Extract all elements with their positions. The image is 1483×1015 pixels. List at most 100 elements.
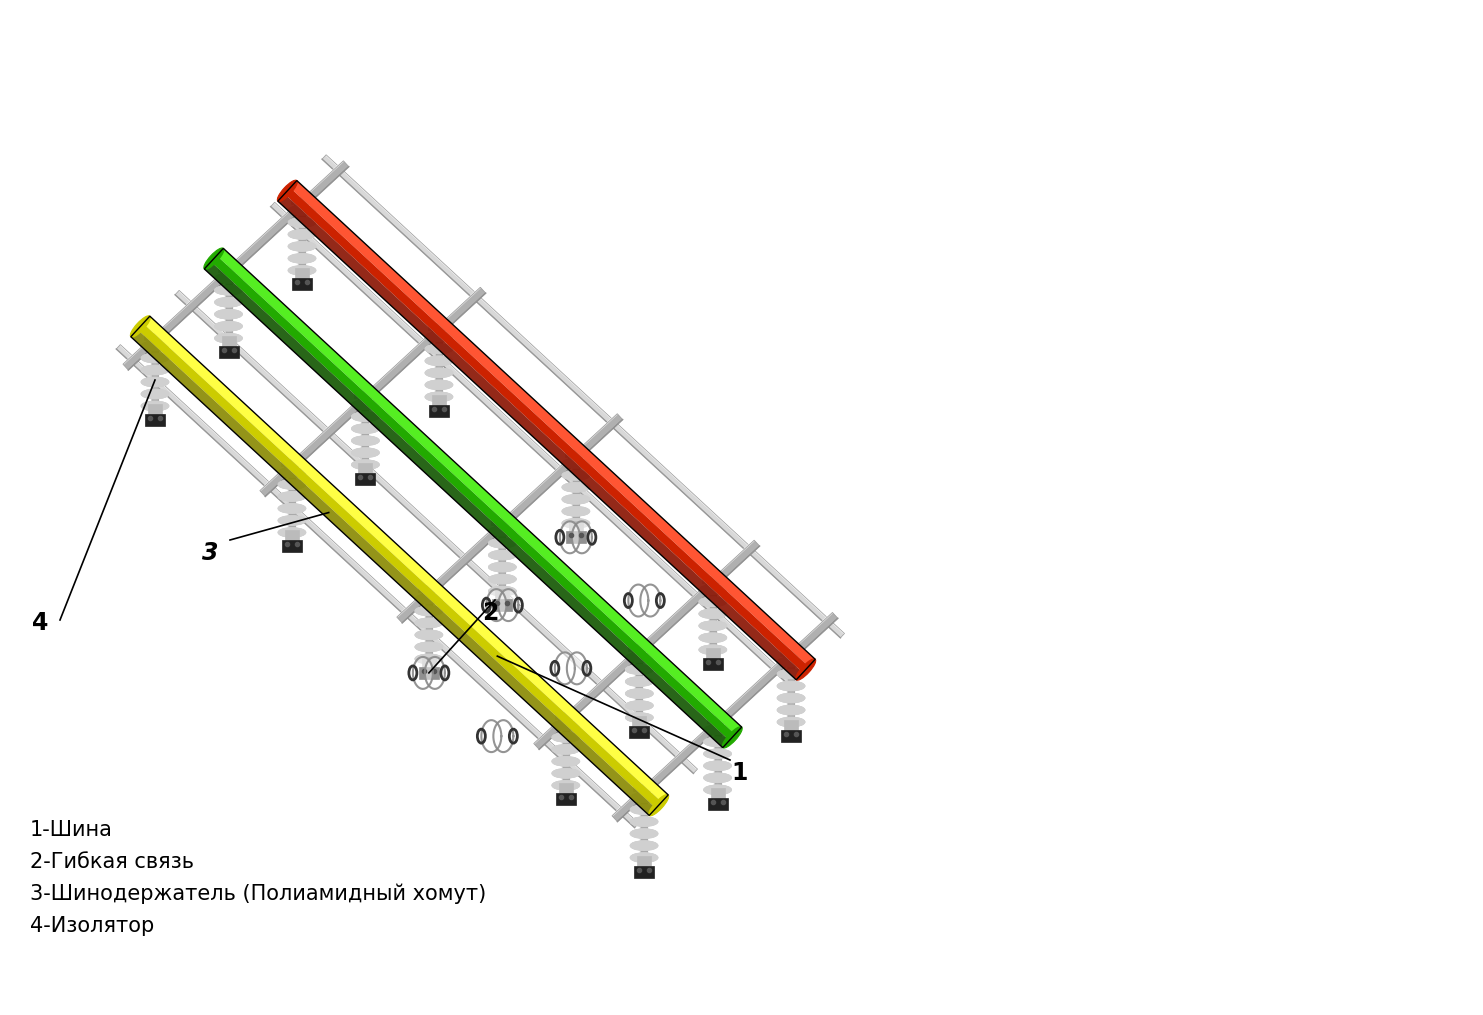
Ellipse shape [351,423,380,433]
Polygon shape [260,287,486,496]
Ellipse shape [698,585,727,595]
Ellipse shape [630,805,658,814]
Ellipse shape [215,310,243,319]
Ellipse shape [351,448,380,458]
Ellipse shape [698,585,727,595]
Ellipse shape [288,205,316,215]
Ellipse shape [131,316,150,337]
Bar [782,730,801,742]
Ellipse shape [141,378,169,387]
Bar [707,798,728,810]
Bar [565,450,587,457]
Bar [291,197,313,204]
Ellipse shape [722,727,742,748]
Text: 1: 1 [731,761,749,785]
Ellipse shape [552,733,580,742]
Ellipse shape [552,768,580,779]
Ellipse shape [215,333,243,343]
Text: 3-Шинодержатель (Полиамидный хомут): 3-Шинодержатель (Полиамидный хомут) [30,884,486,904]
Ellipse shape [426,392,452,402]
Ellipse shape [426,392,452,402]
Ellipse shape [415,594,443,604]
Ellipse shape [777,693,805,703]
Bar [292,278,311,290]
Polygon shape [211,256,736,741]
Ellipse shape [141,353,169,363]
Bar [555,712,577,719]
Ellipse shape [488,550,516,560]
Bar [285,531,300,540]
Polygon shape [498,589,519,621]
Ellipse shape [552,756,580,766]
Bar [556,794,575,805]
Ellipse shape [562,506,590,517]
Ellipse shape [630,853,658,863]
Ellipse shape [630,853,658,863]
Ellipse shape [351,412,380,421]
Ellipse shape [630,805,658,814]
Ellipse shape [626,713,654,723]
Ellipse shape [415,654,443,664]
Bar [421,657,436,667]
Ellipse shape [426,332,452,342]
Ellipse shape [630,817,658,826]
Ellipse shape [630,793,658,803]
Bar [432,395,446,405]
Polygon shape [612,612,838,822]
Bar [701,577,724,584]
Ellipse shape [488,562,516,572]
Ellipse shape [415,618,443,628]
Ellipse shape [630,793,658,803]
Ellipse shape [277,528,305,537]
Ellipse shape [215,273,243,283]
Ellipse shape [626,653,654,663]
Bar [632,716,647,726]
Ellipse shape [698,597,727,607]
Ellipse shape [215,322,243,331]
Ellipse shape [626,713,654,723]
Ellipse shape [426,332,452,342]
Ellipse shape [703,761,731,770]
Ellipse shape [426,380,452,390]
Ellipse shape [277,479,305,489]
Ellipse shape [796,659,816,680]
Polygon shape [629,585,648,616]
Ellipse shape [552,781,580,791]
Ellipse shape [626,700,654,710]
Bar [356,473,375,484]
Ellipse shape [698,645,727,655]
Ellipse shape [562,482,590,492]
Bar [354,391,377,398]
Ellipse shape [141,401,169,411]
Ellipse shape [288,266,316,275]
Ellipse shape [488,562,516,572]
Ellipse shape [626,665,654,674]
Ellipse shape [703,749,731,759]
Ellipse shape [777,718,805,727]
Ellipse shape [626,688,654,698]
Ellipse shape [277,503,305,514]
Ellipse shape [351,460,380,470]
Ellipse shape [626,665,654,674]
Ellipse shape [415,654,443,664]
Polygon shape [534,540,759,749]
Ellipse shape [277,468,305,477]
Bar [559,784,572,794]
Ellipse shape [277,528,305,537]
Polygon shape [482,721,501,752]
Bar [144,333,166,339]
Bar [780,649,802,656]
Ellipse shape [552,744,580,754]
Ellipse shape [777,718,805,727]
Ellipse shape [141,378,169,387]
Ellipse shape [288,254,316,263]
Bar [221,336,236,346]
Polygon shape [426,657,445,689]
Ellipse shape [552,781,580,791]
Ellipse shape [552,721,580,730]
Ellipse shape [215,285,243,295]
Bar [280,459,303,466]
Ellipse shape [698,597,727,607]
Bar [418,667,439,679]
Ellipse shape [141,365,169,375]
